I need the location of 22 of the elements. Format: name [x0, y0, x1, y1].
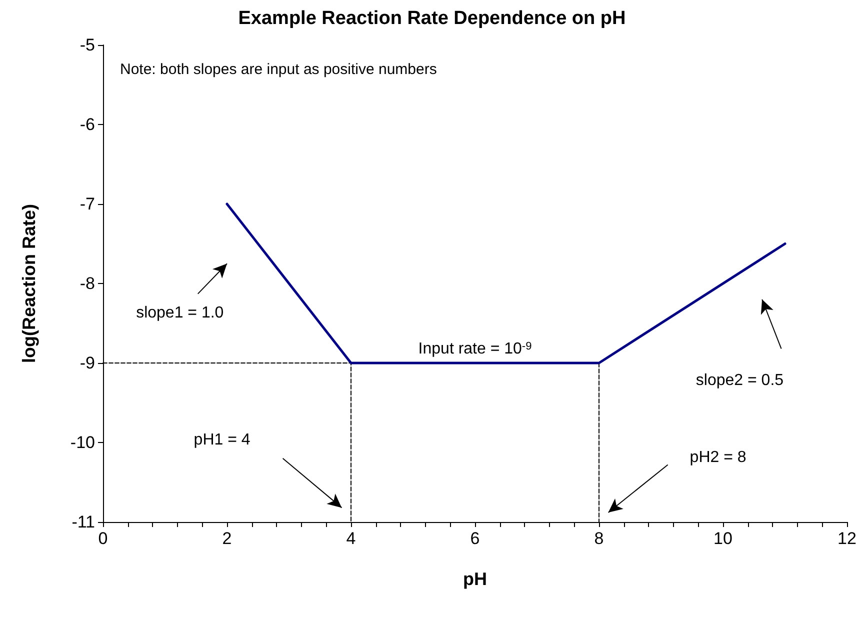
chart-title: Example Reaction Rate Dependence on pH [238, 8, 626, 29]
y-tick-label: -7 [80, 194, 95, 214]
y-tick-label: -10 [70, 433, 95, 452]
annotation: pH1 = 4 [194, 432, 250, 449]
annotation: pH2 = 8 [690, 449, 746, 466]
y-tick-label: -11 [72, 512, 95, 532]
x-tick-label: 8 [594, 529, 604, 548]
x-tick-label: 0 [98, 529, 108, 548]
annotation: slope1 = 1.0 [136, 304, 224, 322]
y-axis-title: log(Reaction Rate) [19, 204, 39, 364]
annotation: slope2 = 0.5 [696, 372, 784, 389]
x-tick-label: 12 [838, 529, 856, 548]
x-tick-label: 2 [222, 529, 232, 548]
y-tick-label: -5 [80, 36, 95, 54]
x-axis-title: pH [463, 569, 487, 589]
x-tick-label: 4 [346, 529, 356, 548]
y-tick-label: -8 [80, 274, 95, 293]
x-tick-label: 10 [714, 529, 732, 548]
x-tick-label: 6 [470, 529, 480, 548]
y-tick-label: -6 [80, 115, 95, 134]
y-tick-label: -9 [80, 354, 95, 372]
annotation: Note: both slopes are input as positive numbers [120, 61, 437, 78]
